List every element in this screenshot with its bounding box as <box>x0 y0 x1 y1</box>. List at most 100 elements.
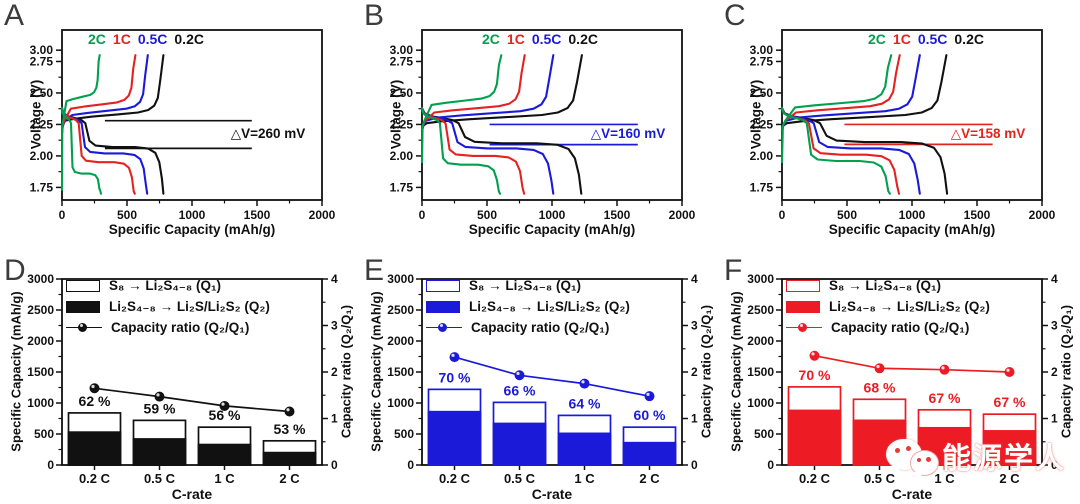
q1-label: S₈ → Li₂S₄₋₈ (Q₁) <box>109 277 222 293</box>
bar-q2-fill <box>557 432 612 466</box>
legend-row-q1: S₈ → Li₂S₄₋₈ (Q₁) <box>66 277 270 294</box>
x-category-label: 0.2 C <box>439 471 471 486</box>
ratio-marker-highlight <box>811 352 815 356</box>
y-tick-label: 2.00 <box>390 149 414 163</box>
x-tick-label: 0 <box>779 208 786 222</box>
x-category-label: 1 C <box>574 471 595 486</box>
y-tick-label: 2.00 <box>30 149 54 163</box>
right-y-tick-label: 2 <box>691 365 698 379</box>
ratio-line <box>454 356 650 398</box>
left-y-tick-label: 3000 <box>387 272 414 286</box>
right-y-tick-label: 2 <box>331 365 338 379</box>
q2-label: Li₂S₄₋₈ → Li₂S/Li₂S₂ (Q₂) <box>469 298 630 314</box>
y-tick-label: 2.25 <box>750 117 774 131</box>
legend-row-q2: Li₂S₄₋₈ → Li₂S/Li₂S₂ (Q₂) <box>66 298 270 315</box>
right-y-tick-label: 3 <box>331 319 338 333</box>
x-tick-label: 1000 <box>539 208 566 222</box>
percent-label: 67 % <box>929 390 961 406</box>
ratio-marker <box>939 364 950 375</box>
left-y-tick-label: 1500 <box>747 365 774 379</box>
percent-label: 56 % <box>209 407 241 423</box>
x-tick-label: 2000 <box>1029 208 1056 222</box>
ratio-marker <box>284 406 295 417</box>
plot-area: 0 500 1000 1500 2000 2500 3000 0 1 2 3 4 0.2 C 0.5 C 1… <box>27 272 338 486</box>
panel-letter-e: E <box>364 254 385 287</box>
percent-label: 53 % <box>274 421 306 437</box>
left-y-tick-label: 3000 <box>747 272 774 286</box>
y-tick-label: 3.00 <box>750 43 774 57</box>
legend-row-ratio: Capacity ratio (Q₂/Q₁) <box>426 319 630 336</box>
left-y-tick-label: 2000 <box>747 334 774 348</box>
bar-legend: S₈ → Li₂S₄₋₈ (Q₁) Li₂S₄₋₈ → Li₂S/Li₂S₂ (… <box>426 277 630 336</box>
q1-swatch <box>426 279 460 292</box>
panel-letter-b: B <box>364 0 385 32</box>
percent-label: 70 % <box>439 369 471 385</box>
q2-swatch <box>66 300 100 313</box>
q1-swatch <box>786 279 820 292</box>
y-tick-label: 1.75 <box>750 180 774 194</box>
x-category-label: 2 C <box>279 471 300 486</box>
panel-B: B Voltage (V) 2C 1C 0.5C 0.2C △V=160 mV … <box>360 0 720 255</box>
ratio-marker <box>219 400 230 411</box>
percent-label: 64 % <box>569 395 601 411</box>
left-y-tick-label: 2500 <box>747 303 774 317</box>
right-y-tick-label: 1 <box>1051 412 1058 426</box>
ratio-marker-icon <box>78 322 87 332</box>
x-tick-label: 500 <box>837 208 857 222</box>
x-category-label: 0.2 C <box>799 471 831 486</box>
legend-item-1c: 1C <box>892 31 911 47</box>
percent-label: 67 % <box>994 394 1026 410</box>
rate-legend: 2C 1C 0.5C 0.2C <box>88 31 204 47</box>
right-y-tick-label: 3 <box>691 319 698 333</box>
delta-v-annotation: △V=260 mV <box>230 126 306 141</box>
panel-letter-d: D <box>4 254 26 287</box>
x-tick-label: 2000 <box>669 208 696 222</box>
x-tick-label: 1500 <box>244 208 271 222</box>
plot-area: 0 500 1000 1500 2000 2500 3000 0 1 2 3 4 0.2 C 0.5 C 1… <box>387 272 698 486</box>
x-tick-label: 1500 <box>964 208 991 222</box>
bar-q2-fill <box>622 441 677 466</box>
charge-curve-0.5C <box>60 54 149 135</box>
wechat-icon-eye <box>926 457 931 462</box>
y-tick-label: 1.75 <box>30 180 54 194</box>
ratio-marker-highlight <box>516 371 520 376</box>
plot-area: 1.75 2.00 2.25 2.50 2.753.00 0 500 1000 1500 2000 <box>750 29 1056 222</box>
legend-item-1c: 1C <box>112 31 131 47</box>
q2-label: Li₂S₄₋₈ → Li₂S/Li₂S₂ (Q₂) <box>829 298 990 314</box>
y-tick-label: 2.75 <box>750 54 774 68</box>
x-category-label: 2 C <box>639 471 660 486</box>
delta-v-annotation: △V=158 mV <box>950 126 1026 141</box>
ratio-marker <box>449 352 460 363</box>
bar-legend: S₈ → Li₂S₄₋₈ (Q₁) Li₂S₄₋₈ → Li₂S/Li₂S₂ (… <box>66 277 270 336</box>
q1-label: S₈ → Li₂S₄₋₈ (Q₁) <box>829 277 942 293</box>
ratio-marker-icon <box>798 322 807 332</box>
legend-item-2c: 2C <box>868 31 886 47</box>
delta-v-annotation: △V=160 mV <box>590 126 666 141</box>
q1-label: S₈ → Li₂S₄₋₈ (Q₁) <box>469 277 582 293</box>
ratio-line-swatch <box>426 322 462 332</box>
plot-area: 1.75 2.00 2.25 2.50 2.753.00 0 500 1000 1500 2000 <box>390 29 696 222</box>
ratio-marker <box>644 391 655 402</box>
x-axis-label: C-rate <box>171 486 213 502</box>
ratio-marker <box>1004 367 1015 377</box>
ratio-marker-highlight <box>646 392 650 396</box>
bar-q2-fill <box>132 438 187 466</box>
legend-item-1c: 1C <box>506 31 525 47</box>
right-y-tick-label: 3 <box>1051 319 1058 333</box>
left-y-tick-label: 0 <box>407 458 414 472</box>
x-axis-label: Specific Capacity (mAh/g) <box>828 222 996 237</box>
percent-label: 60 % <box>634 407 666 423</box>
left-y-tick-label: 0 <box>767 458 774 472</box>
y-tick-label: 2.75 <box>30 54 54 68</box>
x-category-label: 1 C <box>214 471 235 486</box>
x-category-label: 0.5 C <box>504 471 536 486</box>
wechat-icon-eye <box>917 458 921 462</box>
left-y-tick-label: 500 <box>394 427 414 441</box>
ratio-marker-highlight <box>451 353 455 357</box>
panel-letter-a: A <box>4 0 25 32</box>
y-tick-label: 2.50 <box>30 86 54 100</box>
ratio-marker-highlight <box>91 384 95 389</box>
right-y-tick-label: 0 <box>691 458 698 472</box>
y-tick-label: 3.00 <box>30 43 54 57</box>
legend-row-q2: Li₂S₄₋₈ → Li₂S/Li₂S₂ (Q₂) <box>786 298 990 315</box>
